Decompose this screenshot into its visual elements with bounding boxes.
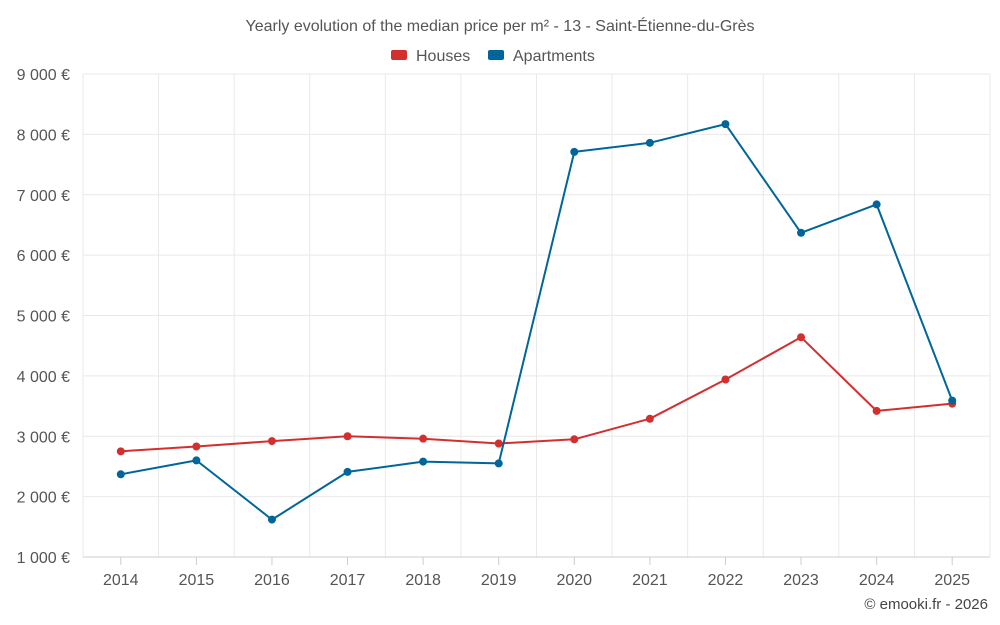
- houses-point[interactable]: [570, 435, 579, 444]
- series-group: [116, 120, 957, 524]
- y-tick-label: 7 000 €: [17, 188, 70, 205]
- houses-point[interactable]: [872, 406, 881, 415]
- y-tick-label: 8 000 €: [17, 127, 70, 144]
- x-tick-label: 2017: [330, 572, 366, 589]
- apartments-point[interactable]: [116, 470, 125, 479]
- houses-line: [120, 336, 953, 453]
- x-tick-label: 2018: [405, 572, 441, 589]
- legend-swatch-apartments: [488, 50, 504, 60]
- x-tick-label: 2014: [103, 572, 139, 589]
- houses-point[interactable]: [645, 414, 654, 423]
- x-tick-label: 2019: [481, 572, 517, 589]
- apartments-point[interactable]: [267, 515, 276, 524]
- series-houses: [116, 333, 957, 456]
- houses-point[interactable]: [419, 434, 428, 443]
- x-tick-label: 2025: [934, 572, 970, 589]
- legend-label-houses: Houses: [416, 48, 470, 65]
- apartments-point[interactable]: [645, 138, 654, 147]
- y-tick-label: 5 000 €: [17, 309, 70, 326]
- grid: [82, 73, 991, 557]
- apartments-point[interactable]: [797, 228, 806, 237]
- houses-point[interactable]: [343, 432, 352, 441]
- y-tick-label: 4 000 €: [17, 369, 70, 386]
- series-apartments: [116, 120, 957, 524]
- chart-title: Yearly evolution of the median price per…: [246, 16, 755, 35]
- y-tick-label: 9 000 €: [17, 67, 70, 84]
- apartments-point[interactable]: [721, 120, 730, 129]
- legend-item-houses[interactable]: Houses: [391, 48, 470, 65]
- x-tick-label: 2021: [632, 572, 668, 589]
- houses-point[interactable]: [494, 439, 503, 448]
- x-tick-label: 2024: [859, 572, 895, 589]
- credit-text: © emooki.fr - 2026: [864, 596, 988, 613]
- y-tick-label: 3 000 €: [17, 429, 70, 446]
- houses-point[interactable]: [721, 375, 730, 384]
- apartments-point[interactable]: [494, 459, 503, 468]
- apartments-line: [120, 123, 954, 521]
- houses-point[interactable]: [192, 442, 201, 451]
- legend-item-apartments[interactable]: Apartments: [488, 48, 595, 65]
- houses-point[interactable]: [116, 447, 125, 456]
- x-tick-label: 2020: [556, 572, 592, 589]
- x-tick-label: 2022: [708, 572, 744, 589]
- legend-label-apartments: Apartments: [513, 48, 595, 65]
- apartments-point[interactable]: [419, 457, 428, 466]
- axes: 1 000 € 2 000 € 3 000 € 4 000 € 5 000 € 6 000…: [17, 67, 990, 589]
- houses-point[interactable]: [267, 437, 276, 446]
- apartments-point[interactable]: [343, 467, 352, 476]
- y-tick-label: 2 000 €: [17, 490, 70, 507]
- apartments-point[interactable]: [192, 456, 201, 465]
- y-tick-label: 6 000 €: [17, 248, 70, 265]
- legend: Houses Apartments: [391, 48, 595, 65]
- x-tick-label: 2016: [254, 572, 290, 589]
- apartments-point[interactable]: [948, 396, 957, 405]
- x-tick-label: 2015: [179, 572, 215, 589]
- x-tick-label: 2023: [783, 572, 819, 589]
- houses-point[interactable]: [797, 333, 806, 342]
- apartments-point[interactable]: [570, 147, 579, 156]
- apartments-point[interactable]: [872, 200, 881, 209]
- legend-swatch-houses: [391, 50, 407, 60]
- y-tick-label: 1 000 €: [17, 550, 70, 567]
